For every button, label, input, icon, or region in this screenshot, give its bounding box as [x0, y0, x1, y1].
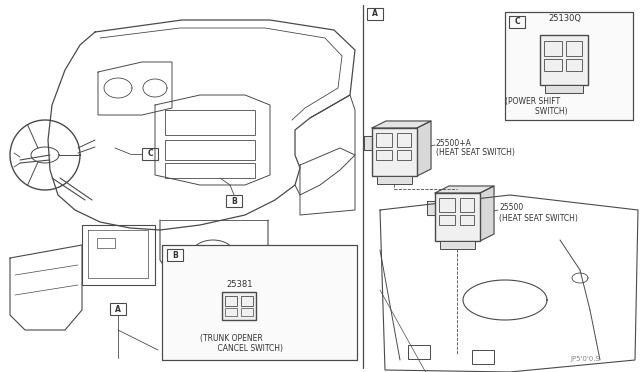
Polygon shape — [427, 201, 435, 215]
Bar — [540, 35, 588, 85]
Text: (HEAT SEAT SWITCH): (HEAT SEAT SWITCH) — [436, 148, 515, 157]
Bar — [435, 193, 480, 241]
Bar — [397, 150, 411, 160]
Bar — [162, 245, 357, 360]
Bar — [397, 133, 411, 147]
Text: (TRUNK OPENER: (TRUNK OPENER — [200, 334, 263, 343]
Polygon shape — [532, 43, 540, 59]
Polygon shape — [540, 27, 604, 35]
Bar — [505, 12, 633, 120]
Bar — [165, 140, 255, 160]
Bar — [377, 176, 412, 184]
Bar — [460, 198, 474, 212]
Bar — [545, 85, 583, 93]
Polygon shape — [588, 27, 604, 85]
Text: C: C — [147, 150, 153, 158]
Polygon shape — [435, 186, 494, 193]
Bar — [376, 133, 392, 147]
Bar — [372, 128, 417, 176]
Bar — [509, 16, 525, 28]
Bar — [226, 195, 242, 207]
Bar — [376, 150, 392, 160]
Bar — [439, 198, 455, 212]
Polygon shape — [364, 136, 372, 150]
Text: A: A — [115, 305, 121, 314]
Bar — [566, 59, 582, 71]
Polygon shape — [372, 121, 431, 128]
Bar — [460, 215, 474, 225]
Bar — [367, 8, 383, 20]
Text: B: B — [231, 196, 237, 205]
Polygon shape — [480, 186, 494, 241]
Polygon shape — [417, 121, 431, 176]
Text: 25500: 25500 — [499, 203, 524, 212]
Bar — [439, 215, 455, 225]
Bar — [544, 41, 562, 56]
Bar — [505, 12, 633, 120]
Bar — [222, 292, 256, 320]
Text: (POWER SHIFT: (POWER SHIFT — [505, 97, 560, 106]
Text: 25500+A: 25500+A — [436, 138, 472, 148]
Bar — [241, 308, 253, 316]
Text: SWITCH): SWITCH) — [516, 107, 568, 116]
Bar — [566, 41, 582, 56]
Text: 25381: 25381 — [226, 280, 253, 289]
Text: (HEAT SEAT SWITCH): (HEAT SEAT SWITCH) — [499, 214, 578, 222]
Bar — [440, 241, 475, 249]
Text: JP5'0'0.S: JP5'0'0.S — [570, 356, 600, 362]
Bar — [241, 296, 253, 306]
Text: B: B — [172, 250, 178, 260]
Polygon shape — [222, 285, 264, 292]
Bar — [472, 350, 494, 364]
Text: CANCEL SWITCH): CANCEL SWITCH) — [208, 344, 283, 353]
Bar — [225, 308, 237, 316]
Bar — [225, 296, 237, 306]
Bar — [162, 245, 357, 360]
Bar — [142, 148, 158, 160]
Bar — [165, 163, 255, 178]
Bar — [544, 59, 562, 71]
Bar — [110, 303, 126, 315]
Bar — [167, 249, 183, 261]
Text: C: C — [514, 17, 520, 26]
Text: 25130Q: 25130Q — [548, 13, 581, 22]
Text: A: A — [372, 10, 378, 19]
Bar — [408, 345, 430, 359]
Polygon shape — [256, 285, 264, 320]
Bar — [97, 238, 115, 248]
Bar — [165, 110, 255, 135]
